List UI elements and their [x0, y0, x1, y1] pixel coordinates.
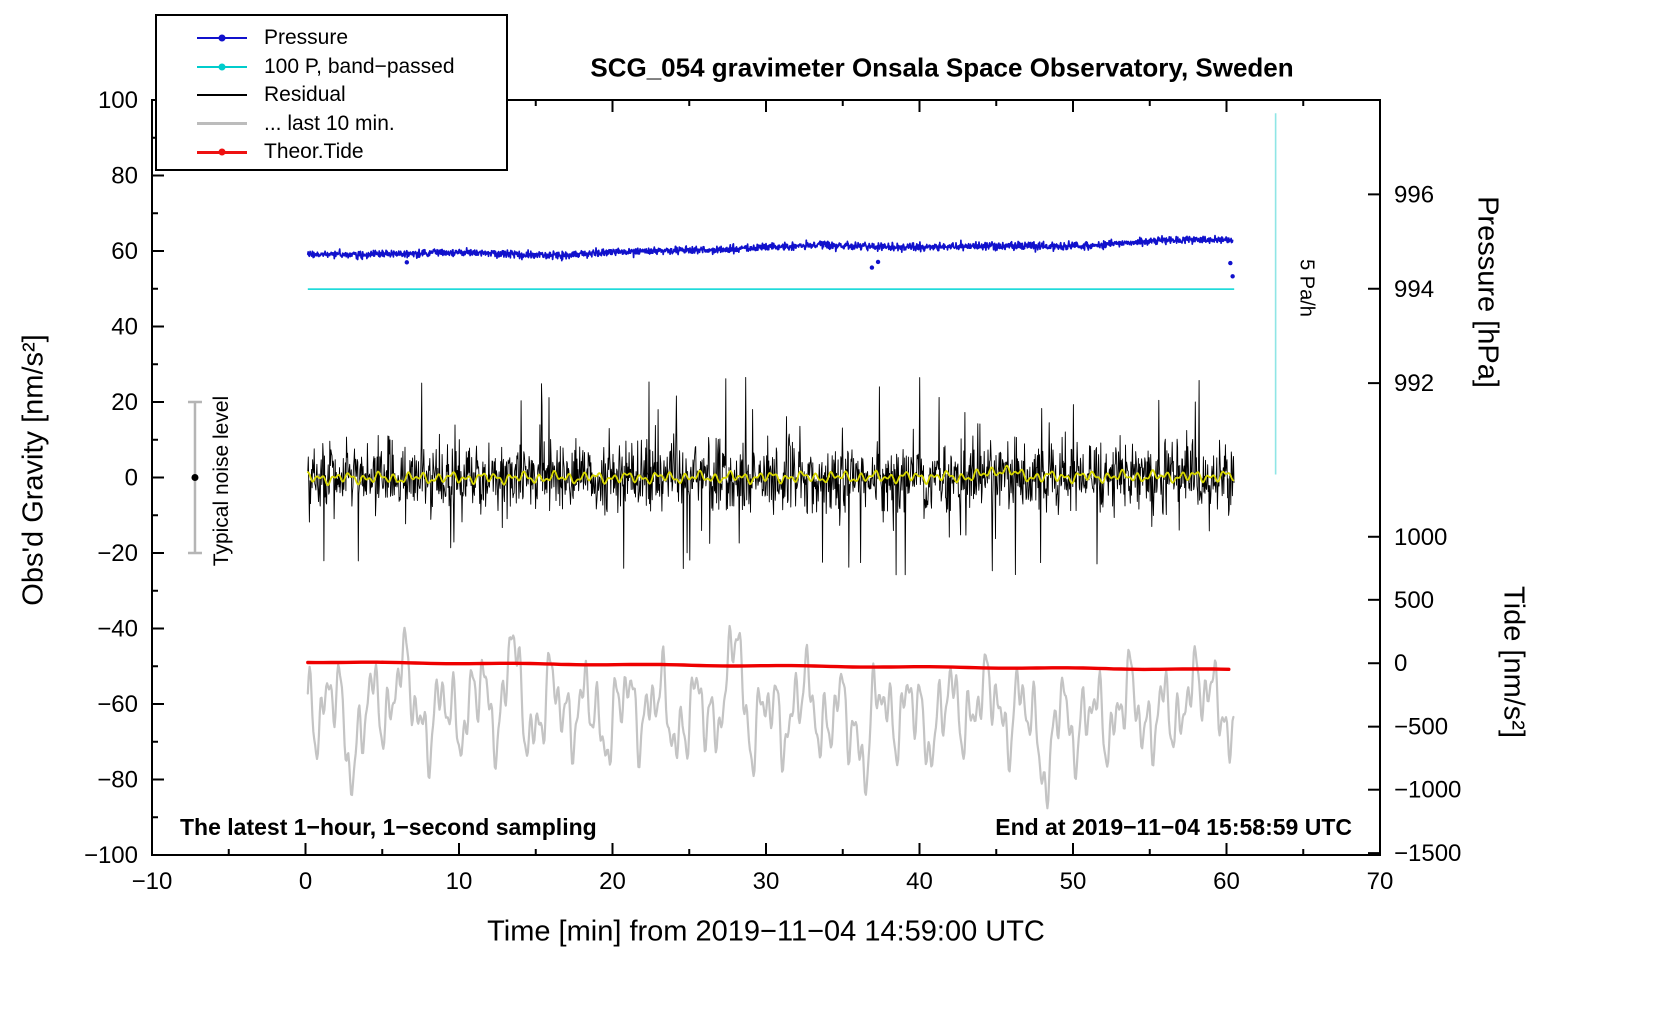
band-passed-overlay-trace: [306, 464, 1235, 487]
tick-label: −60: [97, 691, 138, 718]
tick-label: −1500: [1394, 840, 1461, 867]
legend: Pressure 100 P, band−passed Residual ... la…: [155, 14, 508, 171]
tick-label: 40: [906, 868, 933, 895]
tick-label: −20: [97, 540, 138, 567]
legend-dot-icon: [218, 34, 226, 42]
typical-noise-level-label: Typical noise level: [210, 395, 233, 567]
legend-label: Residual: [264, 83, 346, 107]
pressure-trace: [306, 234, 1234, 262]
pressure-outlier-point: [869, 265, 875, 270]
tick-label: −100: [84, 842, 138, 869]
tick-label: 996: [1394, 181, 1434, 208]
pressure-outlier-point: [404, 260, 410, 265]
chart-title: SCG_054 gravimeter Onsala Space Observat…: [590, 52, 1294, 83]
tick-label: −40: [97, 616, 138, 643]
end-time-note: End at 2019−11−04 15:58:59 UTC: [995, 814, 1352, 840]
residual-trace: [307, 376, 1235, 576]
pressure-outlier-point: [1228, 260, 1233, 266]
pressure-outlier-point: [875, 259, 881, 265]
tick-label: 50: [1060, 868, 1087, 895]
tick-label: −80: [97, 767, 138, 794]
tick-label: 60: [1213, 868, 1240, 895]
tick-label: 500: [1394, 587, 1434, 614]
legend-line-icon: [197, 32, 247, 44]
legend-line-icon: [197, 118, 247, 130]
theoretical-tide-trace: [306, 660, 1231, 672]
tick-label: 994: [1394, 276, 1434, 303]
y-axis-label-gravity: Obs'd Gravity [nm/s²]: [17, 334, 50, 606]
tick-label: 100: [98, 87, 138, 114]
pressure-outlier-point: [1230, 274, 1235, 279]
legend-dot-icon: [218, 63, 226, 71]
legend-label: ... last 10 min.: [264, 111, 395, 135]
legend-items: Pressure 100 P, band−passed Residual ... la…: [157, 24, 506, 167]
legend-label: Pressure: [264, 26, 349, 50]
tick-label: 0: [125, 465, 138, 492]
tick-label: 0: [1394, 650, 1407, 677]
legend-dot-icon: [218, 148, 226, 156]
tick-label: 10: [446, 868, 473, 895]
tick-label: 20: [599, 868, 626, 895]
tick-label: 20: [111, 389, 138, 416]
legend-item-4: Theor.Tide: [157, 138, 506, 167]
legend-item-0: Pressure: [157, 24, 506, 53]
tick-label: 70: [1367, 868, 1394, 895]
tick-label: −500: [1394, 714, 1448, 741]
tick-label: 1000: [1394, 524, 1447, 551]
legend-line-icon: [197, 61, 247, 73]
tick-label: 60: [111, 238, 138, 265]
pressure-rate-scale-label: 5 Pa/h: [1295, 259, 1318, 317]
tick-label: 992: [1394, 370, 1434, 397]
y-axis-label-pressure: Pressure [hPa]: [1471, 196, 1504, 388]
tick-label: 40: [111, 314, 138, 341]
legend-label: 100 P, band−passed: [264, 54, 455, 78]
sampling-note: The latest 1−hour, 1−second sampling: [180, 814, 597, 840]
legend-item-3: ... last 10 min.: [157, 110, 506, 139]
noise-level-dot: [191, 474, 199, 481]
tick-label: −10: [132, 868, 173, 895]
tick-label: 30: [753, 868, 780, 895]
y-axis-label-tide: Tide [nm/s²]: [1497, 585, 1530, 739]
x-axis-label: Time [min] from 2019−11−04 14:59:00 UTC: [487, 915, 1045, 948]
tick-label: −1000: [1394, 777, 1461, 804]
tick-label: 80: [111, 163, 138, 190]
tick-label: 0: [299, 868, 312, 895]
legend-item-1: 100 P, band−passed: [157, 53, 506, 82]
residual-last-10-min-trace: [306, 624, 1235, 810]
legend-label: Theor.Tide: [264, 140, 364, 164]
legend-line-icon: [197, 89, 247, 101]
legend-item-2: Residual: [157, 81, 506, 110]
legend-line-icon: [197, 146, 247, 158]
